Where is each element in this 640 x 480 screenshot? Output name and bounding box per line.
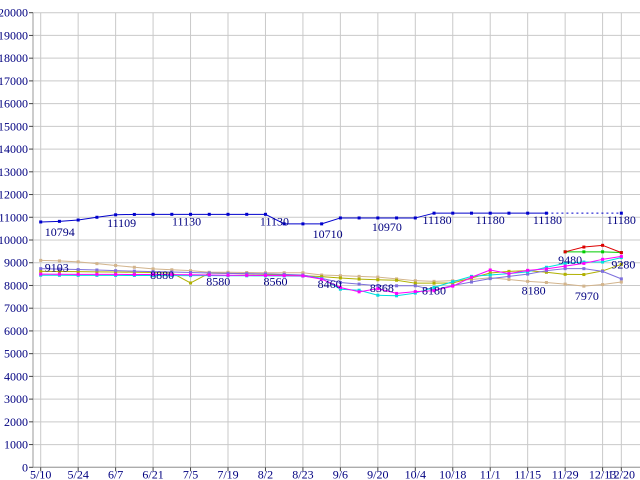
x-tick-label: 11/29	[552, 468, 579, 480]
value-label: 11180	[422, 213, 451, 227]
value-label: 9280	[611, 257, 635, 271]
x-tick-label: 9/6	[333, 468, 348, 480]
x-tick-label: 11/15	[514, 468, 541, 480]
y-axis-labels: 0 1000 2000 3000 4000 5000 6000 7000 8000 9000 100…	[0, 6, 33, 474]
value-label: 8460	[318, 277, 342, 291]
value-label: 11180	[533, 213, 562, 227]
y-tick-label: 6000	[4, 324, 28, 338]
y-tick-label: 19000	[0, 28, 28, 42]
value-annotations: 10794 11109 11130 11130 10710 10970 11180 11180…	[45, 213, 636, 303]
x-tick-label: 10/18	[439, 468, 466, 480]
value-label: 7970	[575, 289, 599, 303]
value-label: 9103	[45, 260, 69, 274]
value-label: 10794	[45, 225, 75, 239]
y-tick-label: 1000	[4, 438, 28, 452]
y-tick-label: 15000	[0, 119, 28, 133]
x-tick-label: 8/2	[258, 468, 273, 480]
value-label: 8180	[422, 283, 446, 297]
series-red	[563, 243, 623, 255]
x-tick-label: 7/19	[217, 468, 238, 480]
value-label: 11180	[476, 213, 505, 227]
series-violet	[39, 267, 623, 292]
y-tick-label: 11000	[0, 210, 28, 224]
y-tick-label: 17000	[0, 74, 28, 88]
value-label: 11130	[172, 214, 201, 228]
value-label: 8368	[370, 281, 394, 295]
value-label: 8180	[522, 283, 546, 297]
value-label: 11109	[107, 216, 136, 230]
series-magenta	[39, 254, 623, 295]
y-tick-label: 20000	[0, 6, 28, 20]
x-tick-label: 11/1	[480, 468, 501, 480]
y-tick-label: 2000	[4, 415, 28, 429]
series-blue	[39, 211, 623, 226]
value-label: 10710	[313, 227, 343, 241]
value-label: 8880	[150, 268, 174, 282]
x-tick-label: 6/21	[142, 468, 163, 480]
value-label: 10970	[372, 220, 402, 234]
y-tick-label: 10000	[0, 233, 28, 247]
y-tick-label: 3000	[4, 392, 28, 406]
x-tick-label: 5/24	[67, 468, 88, 480]
x-tick-label: 5/10	[30, 468, 51, 480]
y-tick-label: 16000	[0, 97, 28, 111]
value-label: 11130	[260, 214, 289, 228]
y-tick-label: 12000	[0, 188, 28, 202]
value-label: 9480	[558, 253, 582, 267]
x-axis-labels: 5/10 5/24 6/7 6/21 7/5 7/19 8/2 8/23 9/6 9/20 10/4…	[30, 467, 635, 480]
x-tick-label: 6/7	[108, 468, 123, 480]
value-label: 8580	[206, 274, 230, 288]
x-tick-label: 7/5	[183, 468, 198, 480]
value-label: 11180	[607, 213, 636, 227]
x-tick-label: 12/20	[608, 468, 635, 480]
y-tick-label: 9000	[4, 256, 28, 270]
value-label: 8560	[263, 275, 287, 289]
x-tick-label: 9/20	[367, 468, 388, 480]
y-tick-label: 8000	[4, 278, 28, 292]
y-tick-label: 13000	[0, 165, 28, 179]
x-tick-label: 10/4	[405, 468, 426, 480]
y-tick-label: 5000	[4, 347, 28, 361]
x-tick-label: 8/23	[292, 468, 313, 480]
y-tick-label: 0	[22, 460, 28, 474]
y-tick-label: 4000	[4, 369, 28, 383]
y-tick-label: 18000	[0, 51, 28, 65]
y-tick-label: 7000	[4, 301, 28, 315]
gridlines	[33, 12, 640, 468]
y-tick-label: 14000	[0, 142, 28, 156]
x-tick-label: 12/13	[589, 468, 616, 480]
